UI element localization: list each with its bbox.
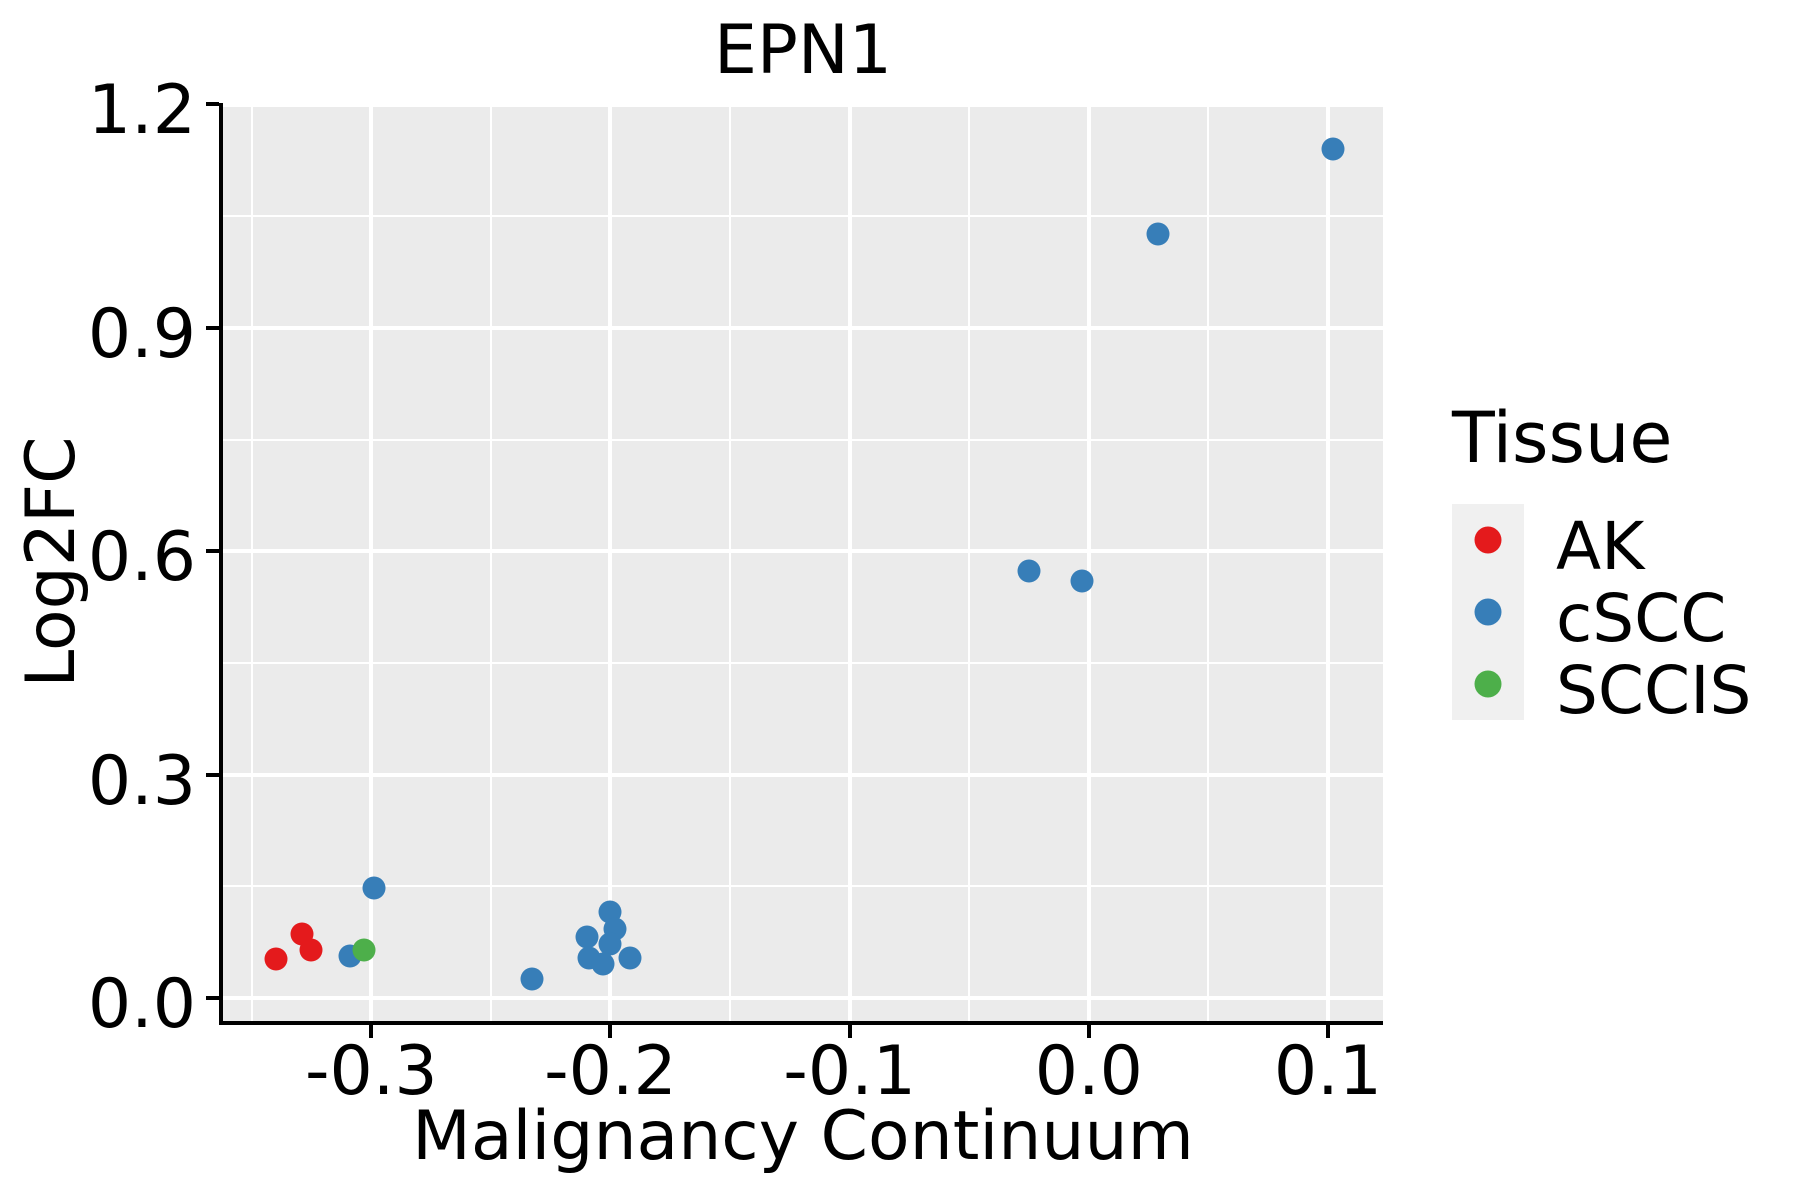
x-minor-gridline [250, 103, 253, 1021]
legend-title: Tissue [1452, 397, 1673, 479]
x-tick [608, 1025, 613, 1038]
y-tick [206, 325, 219, 330]
data-point-cSCC [618, 946, 642, 970]
x-tick [1086, 1025, 1091, 1038]
data-point-AK [299, 938, 323, 962]
legend-label-SCCIS: SCCIS [1556, 652, 1752, 729]
x-tick-label: -0.3 [304, 1032, 438, 1111]
y-major-gridline [223, 103, 1383, 107]
x-major-gridline [608, 103, 613, 1021]
x-tick [1325, 1025, 1330, 1038]
x-minor-gridline [1207, 103, 1210, 1021]
x-minor-gridline [968, 103, 971, 1021]
x-minor-gridline [489, 103, 492, 1021]
y-major-gridline [223, 549, 1383, 554]
y-tick [206, 772, 219, 777]
y-tick-label: 0.3 [87, 741, 196, 821]
y-minor-gridline [223, 885, 1383, 888]
legend-swatch-cSCC [1474, 598, 1502, 626]
x-major-gridline [369, 103, 374, 1021]
x-tick-label: -0.1 [783, 1032, 916, 1111]
y-tick-label: 0.6 [87, 518, 196, 598]
x-major-gridline [847, 103, 852, 1021]
x-axis-title: Malignancy Continuum [412, 1097, 1194, 1176]
data-point-AK [264, 947, 288, 971]
y-tick-label: 1.2 [87, 71, 196, 151]
x-tick [369, 1025, 374, 1038]
y-major-gridline [223, 995, 1383, 1000]
data-point-cSCC [1017, 559, 1041, 583]
data-point-cSCC [1146, 222, 1170, 246]
data-point-cSCC [1070, 569, 1094, 593]
data-point-cSCC [598, 932, 622, 956]
legend-swatch-AK [1474, 526, 1502, 554]
legend-label-cSCC: cSCC [1556, 580, 1727, 657]
legend-label-AK: AK [1556, 508, 1645, 585]
y-minor-gridline [223, 215, 1383, 218]
plot-title: EPN1 [713, 11, 893, 90]
y-tick [206, 995, 219, 1000]
data-point-cSCC [575, 925, 599, 949]
y-tick [206, 102, 219, 107]
x-minor-gridline [729, 103, 732, 1021]
data-point-cSCC [591, 952, 615, 976]
data-point-cSCC [362, 876, 386, 900]
y-axis-line [219, 103, 223, 1025]
y-minor-gridline [223, 661, 1383, 664]
x-major-gridline [1086, 103, 1091, 1021]
y-major-gridline [223, 772, 1383, 777]
y-tick [206, 549, 219, 554]
x-tick-label: 0.0 [1034, 1032, 1143, 1111]
y-major-gridline [223, 325, 1383, 330]
y-axis-title: Log2FC [12, 436, 91, 688]
y-minor-gridline [223, 438, 1383, 441]
legend-swatch-SCCIS [1474, 670, 1502, 698]
data-point-cSCC [1321, 137, 1345, 161]
x-axis-line [219, 1021, 1383, 1025]
x-major-gridline [1325, 103, 1330, 1021]
x-tick [847, 1025, 852, 1038]
plot-panel [223, 103, 1383, 1021]
x-tick-label: -0.2 [544, 1032, 677, 1111]
data-point-SCCIS [352, 938, 376, 962]
data-point-cSCC [520, 967, 544, 991]
y-tick-label: 0.9 [87, 294, 196, 374]
x-tick-label: 0.1 [1273, 1032, 1383, 1111]
y-tick-label: 0.0 [87, 964, 196, 1044]
